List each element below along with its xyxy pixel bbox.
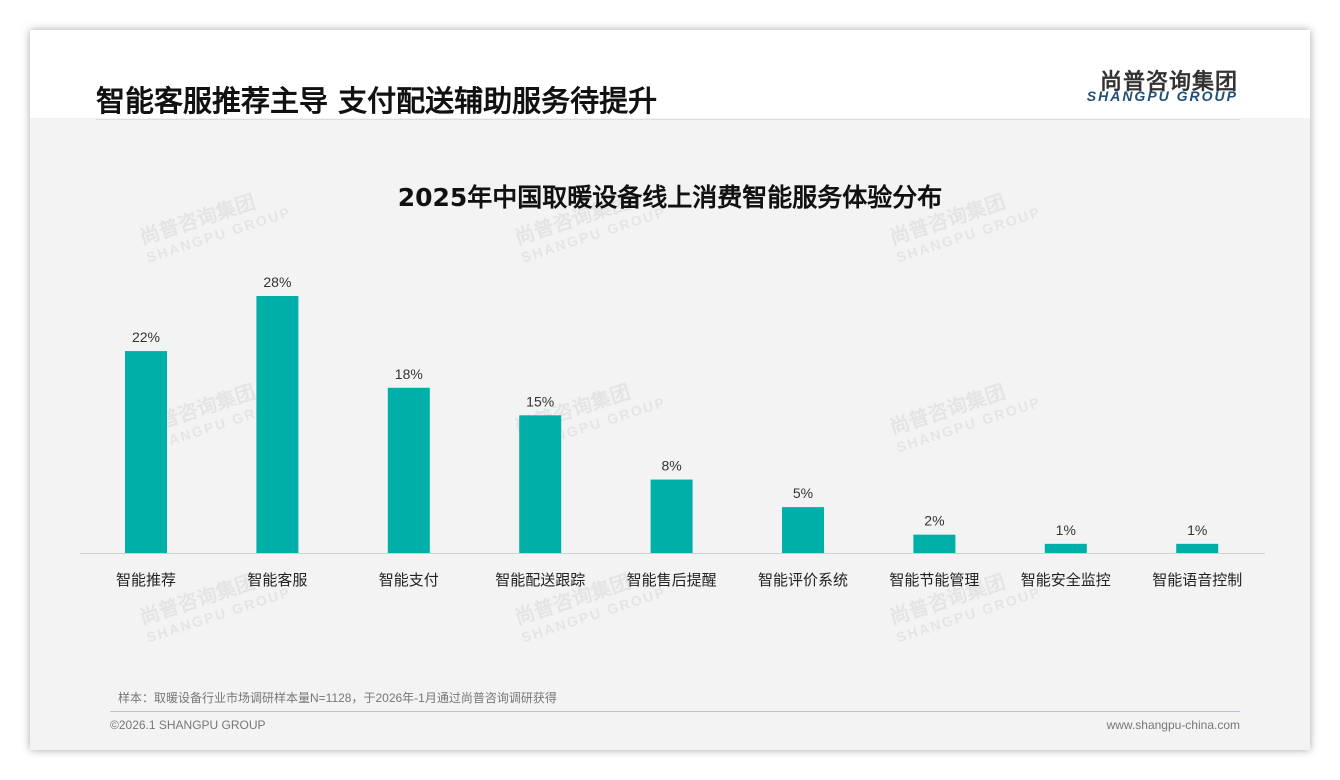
x-tick-label: 智能语音控制 [1152,571,1242,589]
data-label: 18% [395,366,423,382]
x-tick-label: 智能售后提醒 [627,571,717,589]
page-title: 智能客服推荐主导 支付配送辅助服务待提升 [96,84,658,118]
copyright: ©2026.1 SHANGPU GROUP [110,718,266,732]
x-tick-label: 智能配送跟踪 [495,571,585,589]
bar [256,296,299,553]
data-label: 1% [1187,522,1207,538]
header-divider [96,119,1240,120]
bar [519,415,562,553]
x-tick-label: 智能支付 [379,571,439,589]
data-label: 15% [526,393,554,409]
bar [387,387,430,553]
x-tick-label: 智能安全监控 [1021,571,1111,589]
logo-cn: 尚普咨询集团 [1099,70,1238,95]
sample-note: 样本：取暖设备行业市场调研样本量N=1128，于2026年-1月通过尚普咨询调研… [118,691,557,705]
footer-divider [110,711,1240,712]
bar [782,507,824,553]
x-tick-label: 智能客服 [247,571,307,589]
data-label: 5% [793,485,813,501]
data-label: 1% [1056,522,1076,538]
chart-title: 2025年中国取暖设备线上消费智能服务体验分布 [397,183,943,212]
bar [125,351,167,553]
website-url: www.shangpu-china.com [1106,718,1240,732]
bar [913,534,956,553]
x-tick-label: 智能推荐 [116,571,176,589]
bar [1044,543,1087,553]
x-tick-label: 智能节能管理 [889,571,979,589]
x-tick-label: 智能评价系统 [758,571,848,589]
data-label: 28% [263,274,291,290]
logo-en: SHANGPU GROUP [1086,88,1238,104]
data-label: 2% [924,513,944,529]
data-label: 8% [661,458,681,474]
data-label: 22% [132,329,160,345]
slide: 智能客服推荐主导 支付配送辅助服务待提升 尚普咨询集团 SHANGPU GROU… [30,30,1310,750]
bar [1176,543,1219,553]
header: 智能客服推荐主导 支付配送辅助服务待提升 尚普咨询集团 SHANGPU GROU… [30,30,1310,120]
bar [650,479,693,553]
